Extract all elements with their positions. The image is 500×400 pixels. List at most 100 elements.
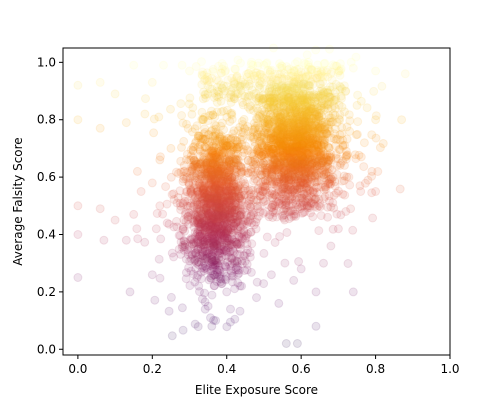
data-point [95, 77, 105, 87]
data-point [205, 211, 215, 221]
data-point [237, 281, 247, 291]
data-point [327, 165, 337, 175]
data-point [194, 142, 203, 152]
data-point [198, 134, 208, 144]
data-point [198, 186, 208, 196]
data-point [221, 180, 231, 190]
data-point [207, 231, 217, 241]
data-point [235, 231, 245, 241]
data-point [179, 136, 189, 146]
data-point [326, 202, 336, 212]
data-point [204, 191, 214, 201]
data-point [224, 176, 233, 186]
data-point [206, 165, 216, 175]
data-point [215, 154, 225, 164]
data-point [222, 222, 231, 231]
data-point [226, 239, 236, 249]
data-point [209, 214, 219, 224]
data-point [277, 61, 287, 71]
data-point [227, 208, 236, 218]
data-point [209, 177, 219, 187]
data-point [229, 161, 239, 171]
data-point [178, 118, 188, 128]
data-point [193, 131, 203, 141]
data-point [226, 223, 236, 233]
data-point [200, 142, 210, 152]
data-point [218, 84, 227, 94]
data-point [271, 75, 281, 85]
data-point [180, 196, 190, 206]
data-point [211, 224, 221, 234]
data-point [221, 157, 231, 167]
data-point [348, 287, 358, 297]
data-point [215, 224, 225, 234]
data-point [169, 189, 179, 199]
data-point [249, 176, 259, 186]
data-point [216, 217, 226, 227]
data-point [262, 232, 272, 242]
data-point [214, 261, 224, 271]
data-point [166, 104, 175, 114]
data-point [200, 226, 210, 235]
data-point [220, 172, 229, 182]
data-point [205, 238, 215, 248]
data-point [221, 154, 231, 163]
data-point [210, 192, 220, 201]
data-point [210, 256, 220, 265]
data-point [227, 240, 236, 250]
data-point [219, 227, 229, 237]
data-point [293, 57, 302, 67]
data-point [197, 57, 206, 67]
data-point [252, 293, 261, 303]
data-point [348, 63, 358, 73]
data-point [293, 142, 303, 152]
data-point [222, 179, 231, 189]
data-point [232, 73, 241, 83]
data-point [257, 140, 267, 150]
data-point [224, 191, 234, 201]
data-point [223, 187, 233, 197]
data-point [245, 252, 255, 262]
data-point [217, 208, 226, 218]
data-point [191, 249, 201, 259]
data-point [231, 142, 241, 152]
data-point [73, 273, 83, 282]
data-point [211, 212, 220, 222]
data-point [200, 216, 210, 226]
data-point [198, 204, 208, 214]
data-point [225, 212, 235, 222]
data-point [259, 279, 269, 289]
data-point [333, 224, 343, 234]
data-point [221, 227, 231, 237]
data-point [313, 60, 323, 70]
data-point [215, 237, 225, 247]
data-point [222, 177, 232, 187]
data-point [317, 111, 327, 121]
data-point [277, 200, 287, 210]
data-point [222, 141, 232, 151]
data-point [233, 161, 243, 170]
data-point [207, 151, 217, 160]
data-point [217, 219, 227, 229]
data-point [190, 319, 200, 329]
data-point [263, 152, 273, 162]
data-point [291, 211, 301, 221]
data-point [210, 164, 220, 174]
data-point [397, 115, 407, 125]
data-point [208, 223, 218, 233]
data-point [223, 186, 233, 196]
data-point [212, 191, 222, 201]
data-point [336, 64, 346, 74]
data-point [227, 228, 237, 238]
data-point [234, 265, 244, 275]
data-point [211, 239, 221, 249]
data-point [242, 210, 252, 220]
data-point [218, 231, 228, 241]
data-point [234, 206, 244, 216]
data-point [221, 214, 231, 224]
data-point [235, 82, 245, 92]
data-point [207, 252, 217, 261]
data-point [232, 215, 242, 225]
data-point [302, 50, 312, 60]
x-tick-label: 0.0 [68, 362, 87, 376]
